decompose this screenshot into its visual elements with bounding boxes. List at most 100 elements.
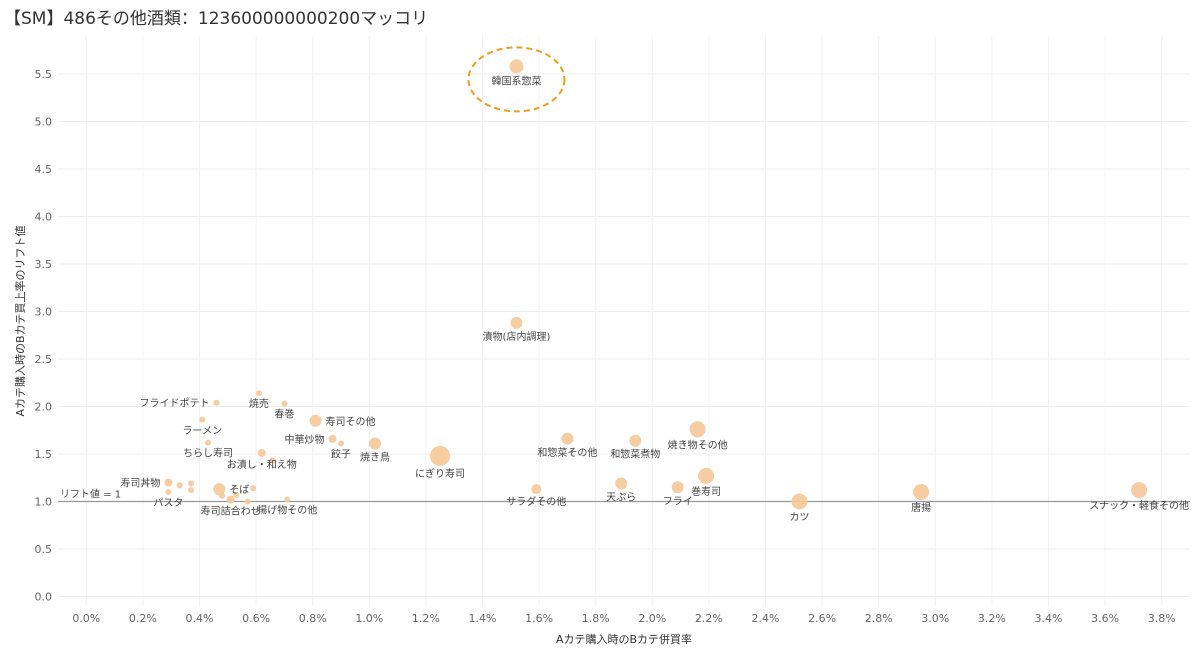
point-label: 中華炒物 [285, 433, 325, 446]
data-points [164, 59, 1148, 510]
x-axis-title: Aカテ購入時のBカテ併買率 [556, 632, 692, 646]
point-label: 天ぷら [606, 491, 636, 503]
x-tick-label: 3.0% [921, 612, 949, 625]
data-point [284, 496, 291, 503]
data-point [689, 421, 706, 438]
y-tick-label: 5.0 [35, 116, 53, 129]
data-point [188, 480, 195, 487]
data-point [281, 400, 288, 407]
data-point [309, 414, 322, 427]
point-label: 唐揚 [911, 501, 931, 514]
y-tick-label: 0.0 [35, 591, 53, 604]
point-label: 寿司詰合わせ [201, 505, 261, 518]
x-tick-label: 0.6% [242, 612, 270, 625]
data-point [227, 497, 234, 504]
data-point [188, 487, 195, 494]
point-label: 寿司その他 [326, 415, 376, 428]
data-point [368, 437, 381, 450]
point-label: ちらし寿司 [183, 447, 233, 460]
y-tick-label: 3.0 [35, 306, 53, 319]
point-label: 巻寿司 [691, 485, 721, 498]
data-point [213, 399, 220, 406]
data-point [244, 498, 251, 505]
point-label: 和惣菜煮物 [610, 448, 660, 461]
data-point [219, 492, 226, 499]
y-tick-label: 2.0 [35, 401, 53, 414]
data-point [509, 59, 524, 74]
data-point [257, 449, 266, 458]
x-tick-label: 2.2% [695, 612, 723, 625]
data-point [199, 416, 206, 423]
data-point [250, 485, 257, 492]
point-label: 餃子 [331, 448, 351, 461]
x-tick-label: 0.2% [129, 612, 157, 625]
y-tick-label: 1.5 [35, 448, 53, 461]
x-tick-label: 1.6% [525, 612, 553, 625]
point-label: 春巻 [274, 409, 294, 421]
x-axis-ticks: 0.0% 0.2% 0.4% 0.6% 0.8% 1.0% 1.2% 1.4% 1.6% 1.8%… [72, 612, 1175, 625]
x-tick-label: 1.4% [469, 612, 497, 625]
grid [58, 36, 1190, 606]
y-tick-label: 0.5 [35, 543, 53, 556]
x-tick-label: 2.0% [638, 612, 666, 625]
point-label: スナック・軽食その他 [1089, 499, 1189, 512]
x-tick-label: 0.4% [186, 612, 214, 625]
point-label: パスタ [153, 497, 183, 509]
x-tick-label: 1.8% [582, 612, 610, 625]
point-label: お漬し・和え物 [227, 458, 297, 471]
point-label: ラーメン [183, 425, 223, 437]
x-tick-label: 2.4% [752, 612, 780, 625]
y-tick-label: 1.0 [35, 496, 53, 509]
point-label: 寿司丼物 [120, 477, 160, 490]
point-label: 焼売 [249, 397, 269, 410]
y-tick-label: 4.0 [35, 211, 53, 224]
data-point [615, 477, 628, 490]
point-label: そば [229, 484, 249, 496]
point-label: サラダその他 [506, 495, 566, 508]
point-label: 焼き物その他 [668, 438, 728, 451]
data-point [510, 316, 523, 329]
x-tick-label: 3.2% [978, 612, 1006, 625]
x-tick-label: 0.8% [299, 612, 327, 625]
y-tick-label: 3.5 [35, 258, 53, 271]
point-label: カツ [789, 512, 809, 524]
x-tick-label: 3.4% [1035, 612, 1063, 625]
x-tick-label: 1.0% [355, 612, 383, 625]
x-tick-label: 0.0% [72, 612, 100, 625]
y-tick-label: 2.5 [35, 353, 53, 366]
chart-title: 【SM】486その他酒類：123600000000200マッコリ [4, 9, 429, 29]
x-tick-label: 2.8% [865, 612, 893, 625]
reference-line-label: リフト値 = 1 [60, 488, 121, 501]
y-axis-title: Aカテ購入時のBカテ買上率のリフト値 [13, 225, 27, 416]
point-label: 揚げ物その他 [257, 504, 317, 517]
y-axis-ticks: 0.0 0.5 1.0 1.5 2.0 2.5 3.0 3.5 4.0 4.5 5.0 5.5 [35, 68, 53, 604]
y-tick-label: 4.5 [35, 163, 53, 176]
data-point [165, 489, 172, 495]
data-point [270, 457, 277, 464]
data-point [338, 440, 344, 447]
point-label: 和惣菜その他 [537, 446, 597, 459]
data-point [629, 434, 642, 447]
data-point [1131, 482, 1148, 499]
y-tick-label: 5.5 [35, 68, 53, 81]
x-tick-label: 2.6% [808, 612, 836, 625]
data-point [233, 491, 240, 498]
point-label: 焼き鳥 [360, 451, 390, 464]
data-point [204, 439, 211, 446]
data-point [791, 493, 808, 510]
point-label: 韓国系惣菜 [491, 74, 541, 87]
data-point [176, 482, 183, 489]
x-tick-label: 3.6% [1091, 612, 1119, 625]
data-point [164, 478, 173, 487]
point-label: フライドポテト [139, 398, 209, 410]
data-point [531, 484, 542, 495]
highlight-ellipse [467, 46, 566, 113]
data-point [561, 432, 574, 445]
data-point [430, 445, 451, 466]
data-point [255, 390, 262, 397]
data-point [913, 484, 930, 500]
data-point [698, 467, 715, 484]
x-tick-label: 3.8% [1148, 612, 1176, 625]
data-point [671, 481, 684, 494]
